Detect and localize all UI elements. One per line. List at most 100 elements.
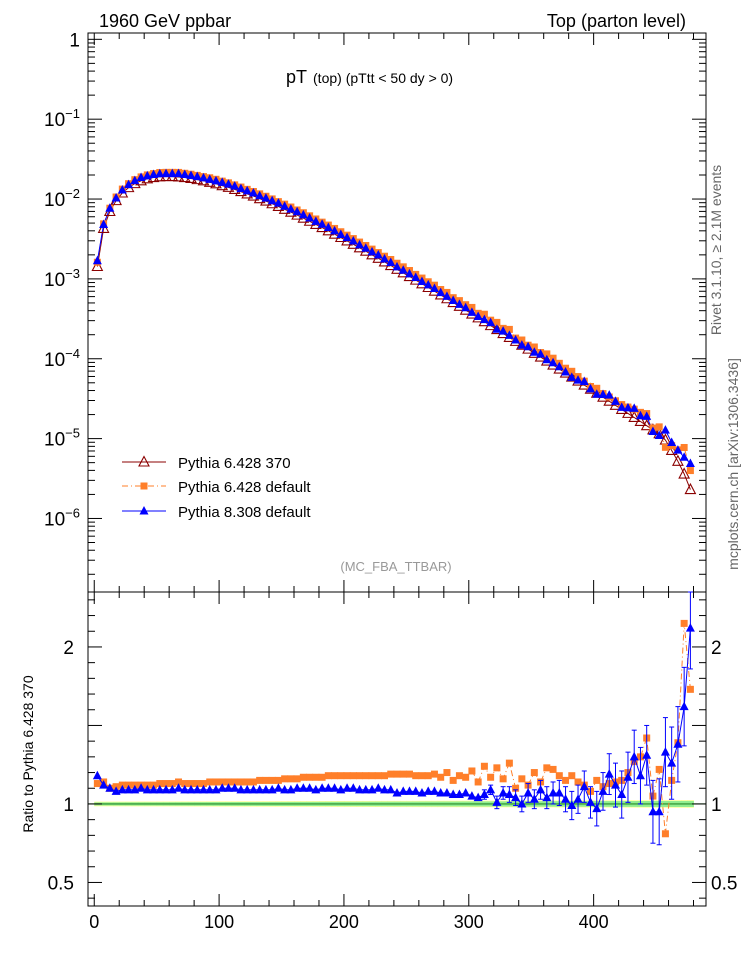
ratio-point bbox=[548, 787, 558, 797]
ratio-point bbox=[448, 789, 458, 799]
tick-exponent: −2 bbox=[65, 186, 80, 201]
ratio-point bbox=[236, 784, 246, 794]
main-point bbox=[236, 183, 246, 193]
main-point bbox=[161, 168, 171, 178]
chart-title-main: pT bbox=[286, 67, 307, 87]
main-y-tick-label: 10−3 bbox=[44, 266, 80, 291]
legend-entry-2: Pythia 8.308 default bbox=[122, 504, 311, 521]
main-point bbox=[273, 198, 283, 207]
ratio-point bbox=[617, 789, 627, 799]
ratio-point bbox=[492, 797, 502, 806]
main-point bbox=[373, 250, 383, 259]
main-point bbox=[661, 443, 669, 451]
main-point bbox=[436, 287, 446, 297]
main-point bbox=[442, 291, 452, 300]
ratio-point bbox=[274, 776, 282, 784]
ratio-point bbox=[255, 784, 265, 794]
ratio-point bbox=[268, 776, 276, 784]
tick-base: 10 bbox=[44, 270, 65, 291]
ratio-point bbox=[317, 783, 327, 792]
ratio-point bbox=[468, 767, 476, 775]
main-point bbox=[461, 302, 471, 312]
ratio-point bbox=[393, 770, 401, 778]
ratio-point bbox=[429, 786, 439, 795]
ratio-point bbox=[479, 789, 489, 799]
tick-exponent: −5 bbox=[65, 426, 80, 441]
main-point bbox=[473, 311, 483, 321]
main-point bbox=[667, 437, 677, 446]
tick-exponent: −1 bbox=[65, 106, 80, 121]
ratio-point bbox=[117, 784, 127, 794]
ratio-point bbox=[554, 787, 564, 797]
ratio-point bbox=[387, 770, 395, 778]
main-point bbox=[367, 246, 377, 256]
main-point bbox=[648, 426, 658, 436]
main-point bbox=[286, 204, 296, 213]
main-point bbox=[479, 314, 489, 324]
ratio-point bbox=[512, 784, 520, 792]
ratio-point bbox=[411, 786, 421, 795]
main-point bbox=[680, 443, 688, 451]
ratio-point bbox=[142, 784, 152, 794]
ratio-point bbox=[661, 830, 669, 838]
main-point bbox=[292, 206, 302, 216]
ratio-point bbox=[343, 772, 351, 780]
ratio-point bbox=[549, 765, 557, 773]
ratio-y-tick-label: 0.5 bbox=[48, 873, 74, 894]
ratio-point bbox=[205, 784, 215, 794]
ratio-point bbox=[635, 770, 645, 780]
ratio-point bbox=[330, 783, 340, 792]
main-point bbox=[298, 209, 308, 219]
ratio-point bbox=[323, 783, 333, 792]
main-point bbox=[111, 192, 121, 202]
main-point bbox=[536, 349, 546, 358]
main-point bbox=[467, 307, 477, 316]
main-point bbox=[130, 175, 140, 185]
ratio-point bbox=[423, 786, 433, 795]
header-right: Top (parton level) bbox=[547, 11, 686, 31]
ratio-point bbox=[380, 784, 390, 794]
ratio-point bbox=[442, 787, 452, 797]
ratio-point bbox=[443, 769, 451, 777]
ratio-point bbox=[399, 770, 407, 778]
main-point bbox=[684, 482, 697, 495]
main-point bbox=[217, 177, 227, 186]
main-point bbox=[586, 383, 596, 393]
ratio-point bbox=[318, 773, 326, 781]
main-point bbox=[417, 276, 427, 285]
main-point bbox=[230, 181, 240, 190]
header-left: 1960 GeV ppbar bbox=[99, 11, 231, 31]
main-y-tick-label: 10−2 bbox=[44, 186, 80, 211]
ratio-point bbox=[499, 775, 507, 783]
ratio-point bbox=[523, 787, 533, 797]
ratio-point bbox=[175, 778, 183, 786]
main-point bbox=[623, 402, 633, 412]
main-point bbox=[155, 168, 165, 178]
main-point bbox=[579, 376, 589, 385]
ratio-point bbox=[473, 792, 483, 802]
x-tick-label: 400 bbox=[579, 912, 609, 932]
main-point bbox=[660, 425, 670, 434]
main-point bbox=[342, 232, 352, 242]
ratio-point bbox=[193, 780, 201, 788]
main-y-tick-label: 10−1 bbox=[44, 106, 80, 131]
ratio-y-axis-label: Ratio to Pythia 6.428 370 bbox=[20, 675, 36, 832]
main-point bbox=[448, 295, 458, 304]
main-point bbox=[573, 375, 583, 384]
main-point bbox=[543, 350, 551, 358]
ratio-frame bbox=[87, 591, 707, 907]
ratio-point bbox=[667, 758, 677, 767]
main-point bbox=[149, 169, 159, 179]
ratio-y-tick-label-right: 0.5 bbox=[711, 873, 737, 894]
main-point bbox=[567, 372, 577, 381]
legend-entry-1: Pythia 6.428 default bbox=[122, 479, 311, 496]
ratio-point bbox=[449, 776, 457, 784]
ratio-point bbox=[455, 772, 463, 780]
main-point bbox=[261, 193, 271, 202]
main-point bbox=[411, 272, 421, 281]
tick-exponent: −3 bbox=[65, 266, 80, 281]
ratio-point bbox=[574, 778, 582, 786]
ratio-point bbox=[493, 764, 501, 772]
